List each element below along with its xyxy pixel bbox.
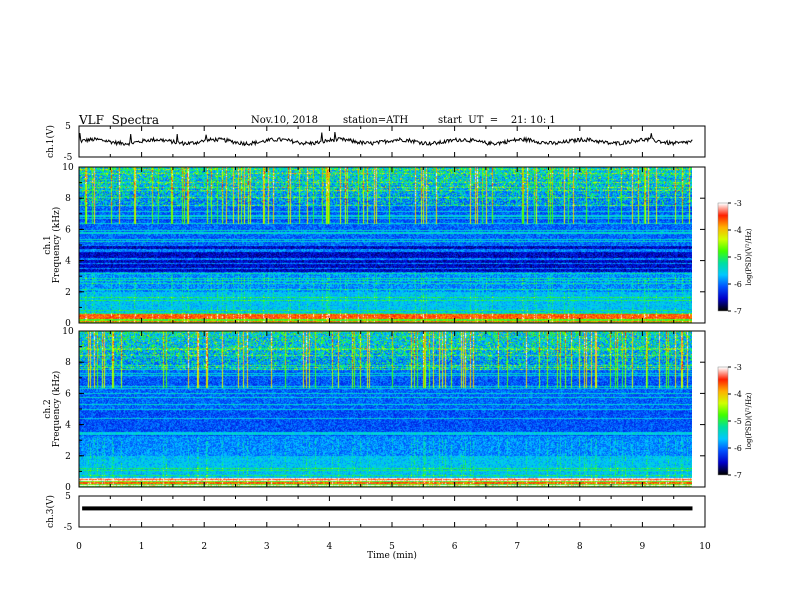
start-ut-label: start UT = 21: 10: 1 (438, 115, 556, 126)
ch2-spectrogram-colorbar (718, 367, 728, 475)
ch2-spectrogram-colorbar-tick-label: -4 (734, 390, 742, 399)
ch1-spectrogram-channel-label: ch.1 (43, 235, 53, 254)
x-tick-label: 9 (640, 542, 646, 552)
ch3-voltage-ylabel: ch.3(V) (45, 495, 56, 528)
ch1-voltage-trace (78, 132, 693, 147)
ch2-spectrogram-colorbar-tick-label: -5 (734, 417, 742, 426)
ch2-spectrogram-ytick-label: 6 (65, 389, 71, 399)
ch2-spectrogram-ytick-label: 2 (65, 452, 71, 462)
ch2-spectrogram-colorbar-tick-label: -6 (734, 444, 742, 453)
ch3-voltage-ytick-label: -5 (64, 523, 73, 533)
ch1-voltage-ytick-label: -5 (64, 153, 73, 163)
ch1-spectrogram-colorbar-tick-label: -7 (734, 307, 742, 316)
x-tick-label: 4 (327, 542, 333, 552)
x-tick-label: 8 (577, 542, 583, 552)
ch1-spectrogram-colorbar-label: log(PSD)(V²/Hz) (745, 228, 753, 285)
ch1-spectrogram-ytick-label: 10 (62, 163, 74, 173)
ch2-spectrogram-ytick-label: 4 (65, 421, 71, 431)
ch1-spectrogram-ytick-label: 6 (65, 225, 71, 235)
ch1-spectrogram-image (79, 167, 692, 323)
x-tick-label: 6 (452, 542, 458, 552)
ch2-spectrogram-colorbar-tick-label: -3 (734, 363, 742, 372)
ch1-spectrogram-colorbar-tick-label: -6 (734, 280, 742, 289)
ch1-voltage-ylabel: ch.1(V) (45, 125, 56, 158)
ch2-spectrogram-colorbar-label: log(PSD)(V²/Hz) (745, 392, 753, 449)
ch1-spectrogram-ytick-label: 4 (65, 257, 71, 267)
ch2-spectrogram-ytick-label: 0 (65, 483, 71, 493)
ch2-spectrogram-image (79, 331, 692, 487)
x-tick-label: 7 (514, 542, 520, 552)
ch1-spectrogram-colorbar-tick-label: -4 (734, 226, 742, 235)
ch1-spectrogram-ytick-label: 0 (65, 319, 71, 329)
station-label: station=ATH (343, 115, 409, 126)
x-axis-label: Time (min) (367, 550, 417, 561)
x-tick-label: 1 (139, 542, 145, 552)
x-tick-label: 10 (699, 542, 711, 552)
ch2-spectrogram-channel-label: ch.2 (43, 399, 53, 418)
ch3-voltage-trace (82, 506, 693, 511)
x-tick-label: 0 (76, 542, 82, 552)
date-label: Nov.10, 2018 (251, 115, 318, 126)
ch1-voltage-ytick-label: 5 (65, 122, 71, 132)
x-tick-label: 5 (389, 542, 395, 552)
ch3-voltage-ytick-label: 5 (65, 492, 71, 502)
ch1-spectrogram-colorbar-tick-label: -5 (734, 253, 742, 262)
ch2-spectrogram-ylabel: Frequency (kHz) (51, 371, 62, 448)
x-tick-label: 3 (264, 542, 270, 552)
ch2-spectrogram-ytick-label: 10 (62, 327, 74, 337)
ch2-spectrogram-ytick-label: 8 (65, 358, 71, 368)
ch1-spectrogram-ytick-label: 2 (65, 288, 71, 298)
ch1-spectrogram-colorbar-tick-label: -3 (734, 199, 742, 208)
ch1-spectrogram-ytick-label: 8 (65, 194, 71, 204)
ch1-spectrogram-colorbar (718, 203, 728, 311)
ch1-spectrogram-ylabel: Frequency (kHz) (51, 207, 62, 284)
x-tick-label: 2 (201, 542, 207, 552)
chart-title: VLF Spectra (79, 113, 160, 127)
ch2-spectrogram-colorbar-tick-label: -7 (734, 471, 742, 480)
